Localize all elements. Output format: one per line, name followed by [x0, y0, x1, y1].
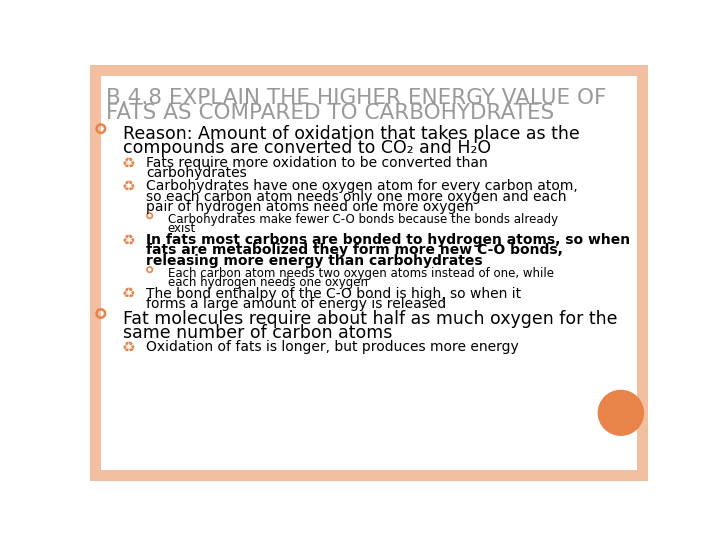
- Text: B.4.8 EXPLAIN THE HIGHER ENERGY VALUE OF: B.4.8 EXPLAIN THE HIGHER ENERGY VALUE OF: [106, 88, 606, 108]
- Bar: [637, 65, 648, 481]
- Circle shape: [598, 390, 644, 436]
- Text: same number of carbon atoms: same number of carbon atoms: [122, 323, 392, 341]
- Bar: [90, 65, 648, 76]
- Text: compounds are converted to CO₂ and H₂O: compounds are converted to CO₂ and H₂O: [122, 139, 490, 157]
- Text: so each carbon atom needs only one more oxygen and each: so each carbon atom needs only one more …: [145, 190, 567, 204]
- Text: Oxidation of fats is longer, but produces more energy: Oxidation of fats is longer, but produce…: [145, 340, 518, 354]
- Text: fats are metabolized they form more new C-O bonds,: fats are metabolized they form more new …: [145, 244, 562, 258]
- Text: carbohydrates: carbohydrates: [145, 166, 246, 180]
- Text: Carbohydrates make fewer C-O bonds because the bonds already: Carbohydrates make fewer C-O bonds becau…: [168, 213, 557, 226]
- Bar: [90, 65, 101, 481]
- Text: FATS AS COMPARED TO CARBOHYDRATES: FATS AS COMPARED TO CARBOHYDRATES: [106, 103, 554, 123]
- Text: pair of hydrogen atoms need one more oxygen: pair of hydrogen atoms need one more oxy…: [145, 200, 474, 214]
- Text: Reason: Amount of oxidation that takes place as the: Reason: Amount of oxidation that takes p…: [122, 125, 580, 143]
- Text: releasing more energy than carbohydrates: releasing more energy than carbohydrates: [145, 254, 482, 268]
- Bar: [90, 470, 648, 481]
- Text: Fat molecules require about half as much oxygen for the: Fat molecules require about half as much…: [122, 309, 617, 328]
- Text: The bond enthalpy of the C-O bond is high, so when it: The bond enthalpy of the C-O bond is hig…: [145, 287, 521, 301]
- Text: Carbohydrates have one oxygen atom for every carbon atom,: Carbohydrates have one oxygen atom for e…: [145, 179, 577, 193]
- Text: ♻: ♻: [122, 287, 135, 301]
- Text: Each carbon atom needs two oxygen atoms instead of one, while: Each carbon atom needs two oxygen atoms …: [168, 267, 554, 280]
- Text: Fats require more oxidation to be converted than: Fats require more oxidation to be conver…: [145, 156, 487, 170]
- Text: each hydrogen needs one oxygen: each hydrogen needs one oxygen: [168, 276, 367, 289]
- Text: ♻: ♻: [122, 156, 135, 171]
- Text: forms a large amount of energy is released: forms a large amount of energy is releas…: [145, 298, 446, 312]
- Text: ♻: ♻: [122, 233, 135, 248]
- Text: In fats most carbons are bonded to hydrogen atoms, so when: In fats most carbons are bonded to hydro…: [145, 233, 630, 247]
- Text: ♻: ♻: [122, 340, 135, 355]
- Text: exist: exist: [168, 222, 196, 235]
- Text: ♻: ♻: [122, 179, 135, 194]
